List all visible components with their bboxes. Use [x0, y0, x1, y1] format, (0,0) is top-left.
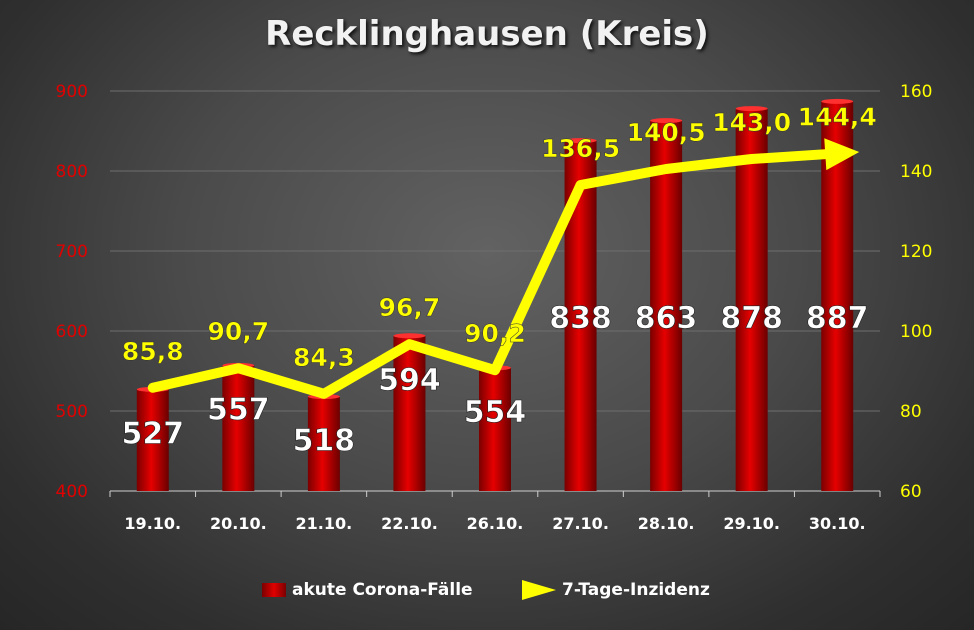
line-value-label: 85,8	[122, 337, 184, 366]
line-value-label: 136,5	[541, 134, 620, 163]
x-tick-label: 26.10.	[467, 514, 524, 533]
bar	[393, 335, 426, 491]
bar-value-label: 878	[720, 301, 783, 336]
line-value-label: 90,7	[207, 317, 269, 346]
bar	[222, 365, 255, 491]
bar-value-label: 887	[806, 301, 869, 336]
bar-top	[735, 106, 768, 112]
legend-bar-swatch	[262, 583, 286, 597]
legend-arrow-swatch	[522, 580, 556, 600]
line-value-label: 143,0	[712, 108, 791, 137]
bar-value-label: 527	[121, 416, 184, 451]
y-left-tick-label: 800	[56, 162, 88, 182]
y-right-tick-label: 80	[900, 402, 922, 422]
legend-item-line: 7-Tage-Inzidenz	[520, 578, 710, 602]
bar-top	[564, 138, 597, 144]
y-left-tick-label: 600	[56, 322, 88, 342]
y-left-tick-label: 500	[56, 402, 88, 422]
bar-value-label: 518	[293, 424, 356, 459]
y-left-tick-label: 700	[56, 242, 88, 262]
bar	[735, 108, 768, 491]
x-tick-label: 30.10.	[809, 514, 866, 533]
x-tick-label: 20.10.	[210, 514, 267, 533]
line-value-label: 90,2	[464, 319, 526, 348]
bar-value-label: 863	[635, 301, 698, 336]
x-tick-label: 29.10.	[723, 514, 780, 533]
chart-title: Recklinghausen (Kreis)	[265, 14, 709, 54]
y-left-tick-label: 900	[56, 82, 88, 102]
bar-value-label: 557	[207, 392, 270, 427]
y-right-tick-label: 140	[900, 162, 932, 182]
x-tick-label: 21.10.	[296, 514, 353, 533]
bar	[307, 396, 340, 491]
x-tick-label: 28.10.	[638, 514, 695, 533]
bar-top	[650, 118, 683, 124]
line-value-label: 84,3	[293, 343, 355, 372]
y-left-tick-label: 400	[56, 482, 88, 502]
bar-value-label: 838	[549, 301, 612, 336]
bar-top	[393, 333, 426, 339]
line-value-label: 96,7	[379, 293, 441, 322]
y-right-tick-label: 120	[900, 242, 932, 262]
bar	[136, 389, 169, 491]
bar-value-label: 594	[378, 363, 441, 398]
x-tick-label: 27.10.	[552, 514, 609, 533]
incidence-arrowhead	[824, 138, 860, 171]
legend-bar-label: akute Corona-Fälle	[292, 580, 473, 600]
y-right-tick-label: 100	[900, 322, 932, 342]
line-value-label: 144,4	[798, 102, 877, 131]
bar	[479, 367, 511, 491]
bar-top	[821, 98, 854, 104]
bar-value-label: 554	[464, 395, 527, 430]
line-value-label: 140,5	[627, 118, 706, 147]
x-tick-label: 19.10.	[124, 514, 181, 533]
legend-line-label: 7-Tage-Inzidenz	[562, 580, 710, 600]
x-tick-label: 22.10.	[381, 514, 438, 533]
legend-item-bars: akute Corona-Fälle	[262, 578, 473, 602]
y-right-tick-label: 60	[900, 482, 922, 502]
incidence-line	[147, 149, 833, 399]
y-right-tick-label: 160	[900, 82, 932, 102]
bar	[650, 120, 683, 491]
